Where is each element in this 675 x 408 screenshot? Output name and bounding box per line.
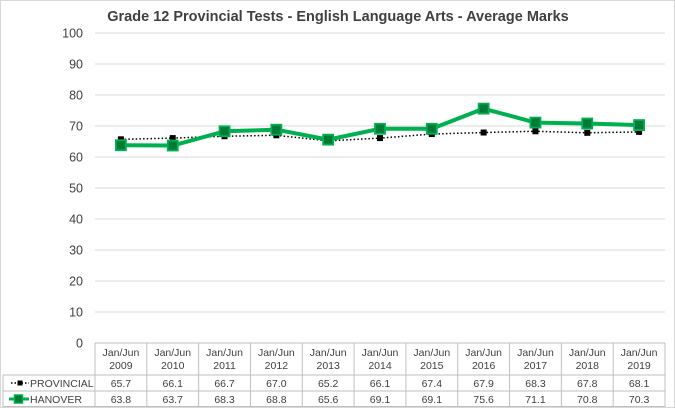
data-point-provincial	[532, 128, 539, 135]
data-table-value: 68.8	[266, 394, 287, 406]
y-tick-label: 50	[69, 182, 83, 196]
y-tick-label: 30	[69, 244, 83, 258]
x-category-label: Jan/Jun	[465, 347, 502, 359]
data-table-value: 68.3	[214, 394, 235, 406]
x-category-label: Jan/Jun	[154, 347, 191, 359]
x-category-label: Jan/Jun	[206, 347, 243, 359]
data-table-value: 70.3	[629, 394, 650, 406]
y-axis-ticks: 0 10 20 30 40 50 60 70 80 90 100	[62, 27, 83, 351]
x-category-label: 2018	[576, 360, 600, 372]
data-point-hanover	[270, 123, 283, 136]
y-tick-label: 0	[76, 337, 83, 351]
x-category-label: Jan/Jun	[413, 347, 450, 359]
data-point-provincial	[480, 129, 487, 136]
data-point-hanover	[218, 125, 231, 138]
y-tick-label: 20	[69, 275, 83, 289]
data-point-hanover	[322, 133, 335, 146]
data-point-provincial	[636, 128, 643, 135]
data-table-value: 75.6	[473, 394, 494, 406]
x-category-label: 2017	[524, 360, 548, 372]
data-point-hanover	[425, 122, 438, 135]
x-category-label: Jan/Jun	[569, 347, 606, 359]
x-category-label: 2013	[317, 360, 341, 372]
data-table-value: 69.1	[422, 394, 443, 406]
data-point-hanover	[633, 119, 645, 131]
x-category-label: 2014	[368, 360, 392, 372]
x-category-label: Jan/Jun	[310, 347, 347, 359]
data-point-hanover	[477, 102, 490, 115]
data-table-value: 68.3	[525, 378, 546, 390]
data-table-value: 66.1	[370, 378, 391, 390]
data-table-value: 67.8	[577, 378, 598, 390]
data-table-value: 69.1	[370, 394, 391, 406]
series-name: HANOVER	[30, 394, 82, 406]
y-tick-label: 40	[69, 213, 83, 227]
x-category-label: 2012	[265, 360, 289, 372]
data-point-hanover	[374, 122, 386, 135]
x-category-label: 2016	[472, 360, 496, 372]
y-tick-label: 80	[69, 89, 83, 103]
data-table-value: 67.4	[422, 378, 443, 390]
legend-marker-provincial	[17, 380, 23, 386]
data-point-provincial	[377, 135, 383, 142]
y-tick-label: 90	[69, 58, 83, 72]
data-table-value: 66.7	[214, 378, 235, 390]
x-category-label: 2011	[213, 360, 236, 372]
data-table-value: 68.1	[629, 378, 650, 390]
series-hanover	[115, 102, 645, 152]
x-category-label: Jan/Jun	[362, 347, 399, 359]
series-lines	[115, 102, 645, 152]
data-table-value: 65.6	[318, 394, 339, 406]
gridlines	[95, 32, 665, 313]
y-tick-label: 60	[69, 151, 83, 165]
data-table-value: 71.1	[525, 394, 546, 406]
data-point-provincial	[584, 129, 591, 136]
data-table-value: 65.2	[318, 378, 339, 390]
data-table-value: 67.0	[266, 378, 287, 390]
series-name: PROVINCIAL	[30, 378, 94, 390]
y-tick-label: 100	[62, 27, 83, 41]
data-table: Jan/Jun2009Jan/Jun2010Jan/Jun2011Jan/Jun…	[2, 342, 666, 407]
data-table-value: 63.7	[163, 394, 184, 406]
data-point-hanover	[529, 116, 542, 129]
data-point-hanover	[115, 139, 127, 152]
chart-title: Grade 12 Provincial Tests - English Lang…	[107, 9, 568, 25]
y-tick-label: 10	[69, 306, 83, 320]
data-table-value: 66.1	[163, 378, 184, 390]
data-table-value: 67.9	[473, 378, 494, 390]
y-tick-label: 70	[69, 120, 83, 134]
data-point-provincial	[169, 135, 176, 142]
data-table-value: 70.8	[577, 394, 598, 406]
x-category-label: Jan/Jun	[621, 347, 658, 359]
x-category-label: 2015	[420, 360, 444, 372]
data-point-hanover	[581, 117, 594, 130]
x-category-label: Jan/Jun	[103, 347, 140, 359]
data-point-hanover	[166, 139, 179, 152]
x-category-label: 2010	[161, 360, 185, 372]
x-category-label: Jan/Jun	[258, 347, 295, 359]
x-category-label: 2009	[109, 360, 133, 372]
legend-marker-hanover	[13, 394, 24, 404]
data-table-value: 63.8	[111, 394, 132, 406]
x-category-label: 2019	[627, 360, 651, 372]
data-table-value: 65.7	[111, 378, 132, 390]
x-category-label: Jan/Jun	[517, 347, 554, 359]
